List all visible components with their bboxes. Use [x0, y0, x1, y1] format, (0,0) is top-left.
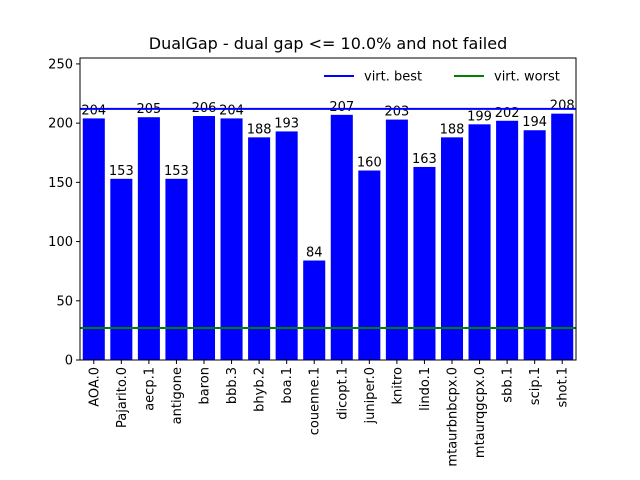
x-tick-label: mtaurqgcpx.0: [473, 367, 488, 458]
data-label: 84: [306, 246, 323, 261]
bar: [551, 113, 574, 360]
bar: [468, 124, 491, 360]
data-label: 204: [219, 103, 244, 118]
y-tick-label: 0: [65, 354, 73, 369]
x-tick-label: juniper.0: [363, 367, 378, 425]
bar: [110, 178, 133, 360]
legend-label: virt. worst: [494, 70, 560, 85]
legend: virt. best virt. worst: [324, 70, 560, 85]
data-label: 188: [247, 122, 272, 137]
data-label: 194: [522, 115, 547, 130]
y-tick-label: 200: [48, 117, 73, 132]
x-tick-label: bhyb.2: [253, 367, 268, 412]
bar: [137, 117, 160, 360]
x-tick-label: shot.1: [556, 367, 571, 407]
y-tick-label: 100: [48, 235, 73, 250]
x-tick-label: dicopt.1: [335, 367, 350, 420]
bar: [220, 118, 243, 361]
legend-label: virt. best: [364, 70, 422, 85]
bar: [303, 260, 326, 360]
bar: [413, 166, 436, 360]
bar: [330, 114, 353, 360]
x-tick-label: mtaurbnbcpx.0: [446, 367, 461, 467]
data-label: 203: [384, 105, 409, 120]
bar: [385, 119, 408, 360]
chart-title: DualGap - dual gap <= 10.0% and not fail…: [149, 34, 507, 53]
bar: [165, 178, 188, 360]
x-tick-label: boa.1: [280, 367, 295, 404]
x-tick-label: couenne.1: [308, 367, 323, 435]
x-tick-label: knitro: [390, 367, 405, 405]
y-tick-label: 150: [48, 176, 73, 191]
axes-frame: [79, 57, 577, 361]
data-label: 193: [274, 116, 299, 131]
data-label: 153: [164, 164, 189, 179]
data-label: 163: [412, 152, 437, 167]
bar: [275, 131, 298, 360]
data-label: 208: [550, 99, 575, 114]
x-tick-label: AOA.0: [87, 367, 102, 407]
bar: [248, 137, 271, 360]
x-tick-label: baron: [198, 367, 213, 404]
data-label: 207: [329, 100, 354, 115]
bar: [358, 170, 381, 360]
data-label: 188: [440, 122, 465, 137]
bar: [523, 130, 546, 360]
y-tick-label: 50: [56, 294, 73, 309]
x-tick-label: sbb.1: [501, 367, 516, 403]
x-tick-label: antigone: [170, 367, 185, 424]
bar: [82, 118, 105, 361]
x-tick-label: lindo.1: [418, 367, 433, 411]
data-label: 199: [467, 109, 492, 124]
data-label: 204: [81, 103, 106, 118]
x-tick-label: scip.1: [528, 367, 543, 405]
x-tick-label: bbb.3: [225, 367, 240, 404]
bar: [496, 120, 519, 361]
data-label: 160: [357, 156, 382, 171]
data-label: 153: [109, 164, 134, 179]
x-tick-label: aecp.1: [142, 367, 157, 411]
bar: [192, 116, 216, 360]
y-tick-label: 250: [48, 57, 73, 72]
x-tick-label: Pajarito.0: [115, 367, 130, 428]
bar: [440, 137, 464, 360]
